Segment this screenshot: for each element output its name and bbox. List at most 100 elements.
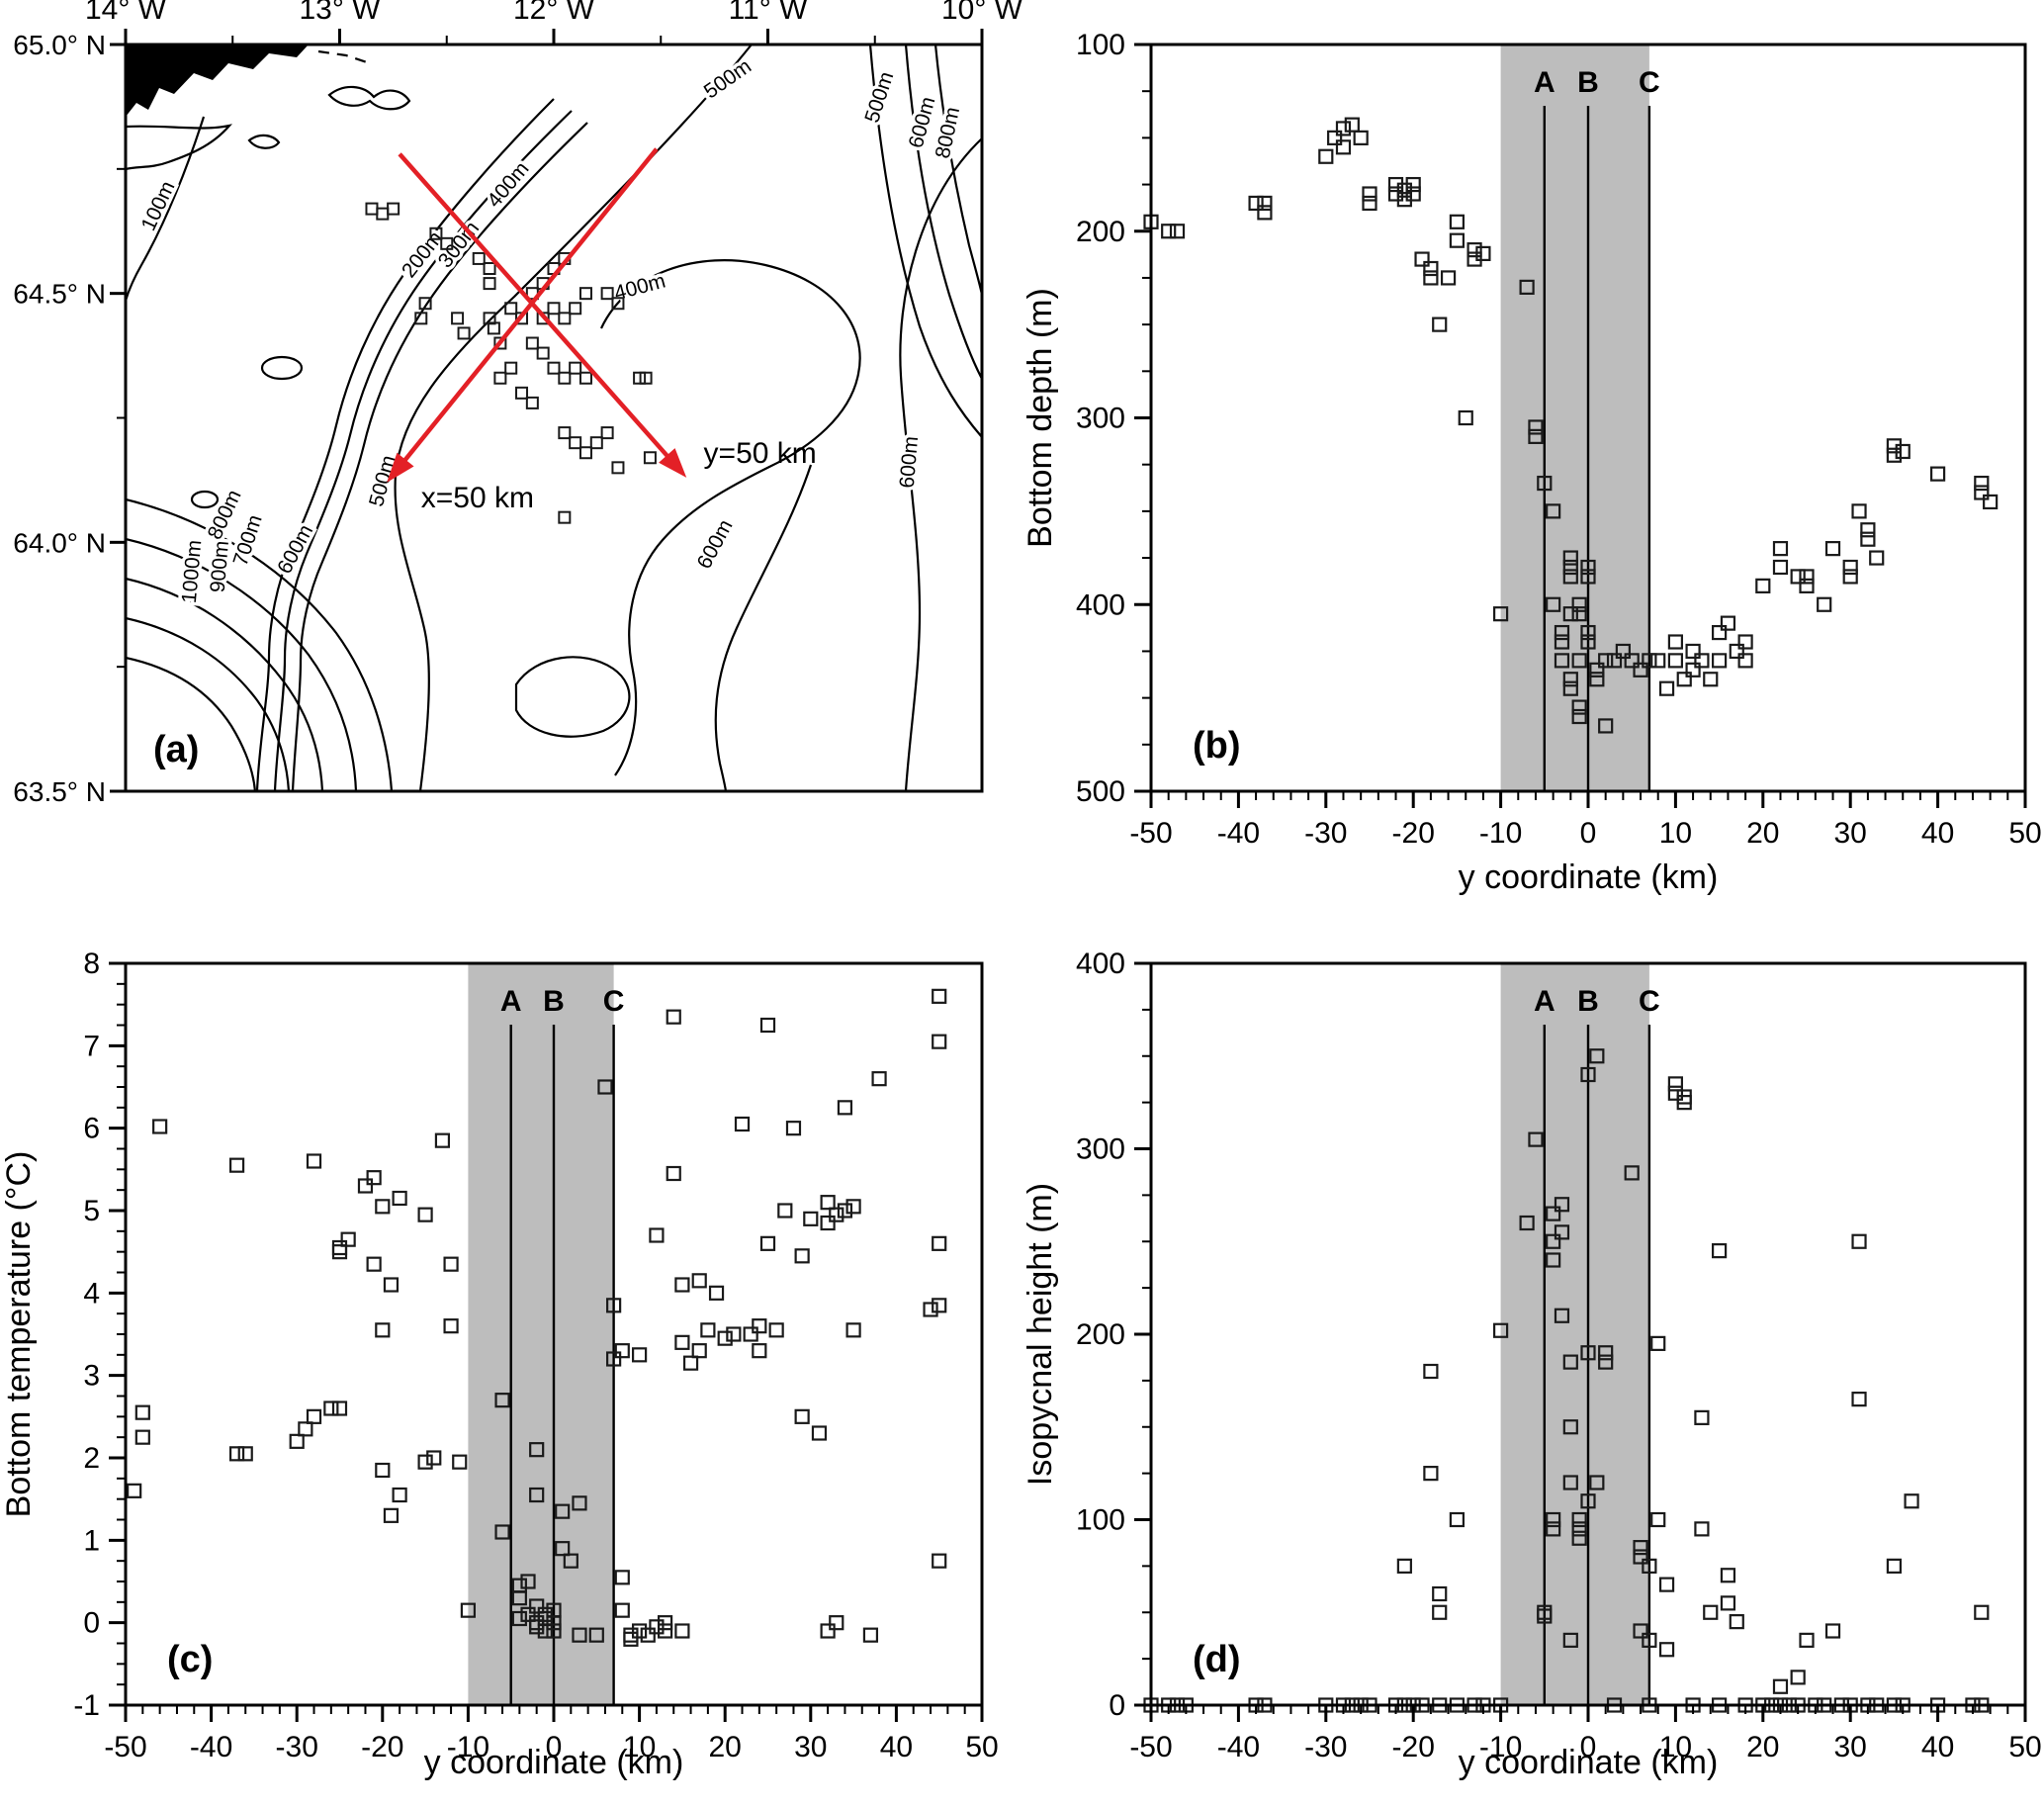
contour-700m-sw [125,537,358,792]
svg-text:1000m: 1000m [178,539,207,604]
svg-text:100: 100 [1076,29,1125,61]
panel-label: (d) [1193,1639,1241,1680]
svg-text:40: 40 [1921,817,1954,850]
svg-text:7: 7 [83,1030,100,1062]
svg-text:10° W: 10° W [941,0,1023,26]
contour-1000m-sw [125,656,257,792]
svg-text:5: 5 [83,1195,100,1227]
contour-600m-east [899,137,983,792]
svg-text:-40: -40 [1217,817,1260,850]
svg-text:10: 10 [1659,1731,1692,1763]
y-axis-label: Bottom depth (m) [1022,288,1059,548]
transect-arrow-line [400,147,659,466]
contour-100m [124,116,206,302]
svg-text:64.0° N: 64.0° N [13,527,106,558]
shaded-band [1500,963,1649,1705]
svg-text:-40: -40 [1217,1731,1260,1763]
svg-text:600m: 600m [896,435,923,489]
svg-text:14° W: 14° W [85,0,167,26]
x-axis-label: y coordinate (km) [1459,858,1719,896]
svg-text:6: 6 [83,1113,100,1145]
panel-c-bottom-temperature: A B C-50 -40 -30 -20 -10 0 10 20 30 40 50-1012345678… [0,948,999,1781]
svg-text:20: 20 [1746,817,1779,850]
svg-text:4: 4 [83,1277,100,1310]
contour-400m-basin [600,259,861,776]
closed-contour-small-2 [190,490,220,509]
transect-arrow-label: y=50 km [704,437,817,470]
svg-text:500: 500 [1076,775,1125,808]
svg-text:-50: -50 [104,1731,146,1763]
svg-text:700m: 700m [229,512,267,569]
coast-contour [125,124,232,171]
svg-text:2: 2 [83,1442,100,1475]
transect-label-C: C [1639,985,1660,1018]
y-axis-label: Isopycnal height (m) [1022,1183,1059,1486]
svg-text:8: 8 [83,948,100,980]
svg-text:63.5° N: 63.5° N [13,776,106,807]
data-points [127,988,947,1647]
transect-label-B: B [1577,66,1599,99]
svg-text:100m: 100m [137,178,180,234]
contour-300m [273,110,573,792]
svg-text:50: 50 [2008,817,2041,850]
arrowhead-icon [659,448,687,478]
svg-text:50: 50 [2008,1731,2041,1763]
svg-text:-30: -30 [1304,1731,1347,1763]
panel-label: (b) [1193,725,1241,767]
transect-label-C: C [1639,66,1660,99]
svg-text:40: 40 [1921,1731,1954,1763]
svg-text:0: 0 [546,1731,563,1763]
svg-text:30: 30 [1834,817,1867,850]
transect-arrows: x=50 km y=50 km [387,147,817,514]
svg-text:-20: -20 [1392,1731,1435,1763]
contour-600m-basin [714,464,813,792]
arrowhead-icon [387,452,414,483]
svg-text:50: 50 [965,1731,998,1763]
svg-text:400m: 400m [612,269,668,305]
svg-text:30: 30 [794,1731,827,1763]
closed-contour-small [260,355,304,381]
transect-label-A: A [500,985,522,1018]
svg-text:300: 300 [1076,1133,1125,1166]
contour-500m-center [394,44,753,792]
x-axis-label: y coordinate (km) [424,1744,684,1781]
x-axis-label: y coordinate (km) [1459,1744,1719,1781]
svg-text:300: 300 [1076,403,1125,435]
svg-text:-30: -30 [276,1731,318,1763]
svg-text:10: 10 [1659,817,1692,850]
shaded-band [1500,45,1649,791]
axes: -50 -40 -30 -20 -10 0 10 20 30 40 50 100 200 300 400 50… [1076,29,2042,850]
svg-text:500m: 500m [700,54,755,103]
land-mass [126,45,309,117]
svg-text:900m: 900m [207,540,233,593]
transect-label-B: B [543,985,565,1018]
transect-arrow-line [398,152,672,462]
contour-400m [291,122,588,792]
svg-text:600m: 600m [273,521,317,578]
islet-contour-2 [247,134,281,149]
svg-text:-50: -50 [1129,817,1172,850]
svg-text:-20: -20 [361,1731,403,1763]
svg-text:0: 0 [1580,817,1597,850]
svg-text:-30: -30 [1304,817,1347,850]
contour-900m-sw [125,616,291,792]
axes: -50 -40 -30 -20 -10 0 10 20 30 40 50 0 100 200 300 400 [1076,948,2042,1763]
svg-text:400: 400 [1076,588,1125,621]
svg-text:3: 3 [83,1360,100,1393]
data-points [1143,117,1999,734]
svg-text:-10: -10 [1479,1731,1522,1763]
axes: 14° W 13° W 12° W 11° W 10° W 65.0° N 64.5° N 6… [13,0,1022,807]
svg-text:500m: 500m [860,69,898,126]
svg-text:20: 20 [709,1731,742,1763]
contour-600m-ne [904,44,983,380]
transect-label-C: C [603,985,625,1018]
svg-text:10: 10 [623,1731,656,1763]
svg-text:-10: -10 [447,1731,489,1763]
svg-text:12° W: 12° W [513,0,595,26]
panel-b-bottom-depth: A B C -50 -40 -30 -20 -10 0 10 20 30 40 50 100 200 300 40… [1022,29,2042,896]
shaded-band [468,963,614,1705]
islet-contour [327,85,411,111]
